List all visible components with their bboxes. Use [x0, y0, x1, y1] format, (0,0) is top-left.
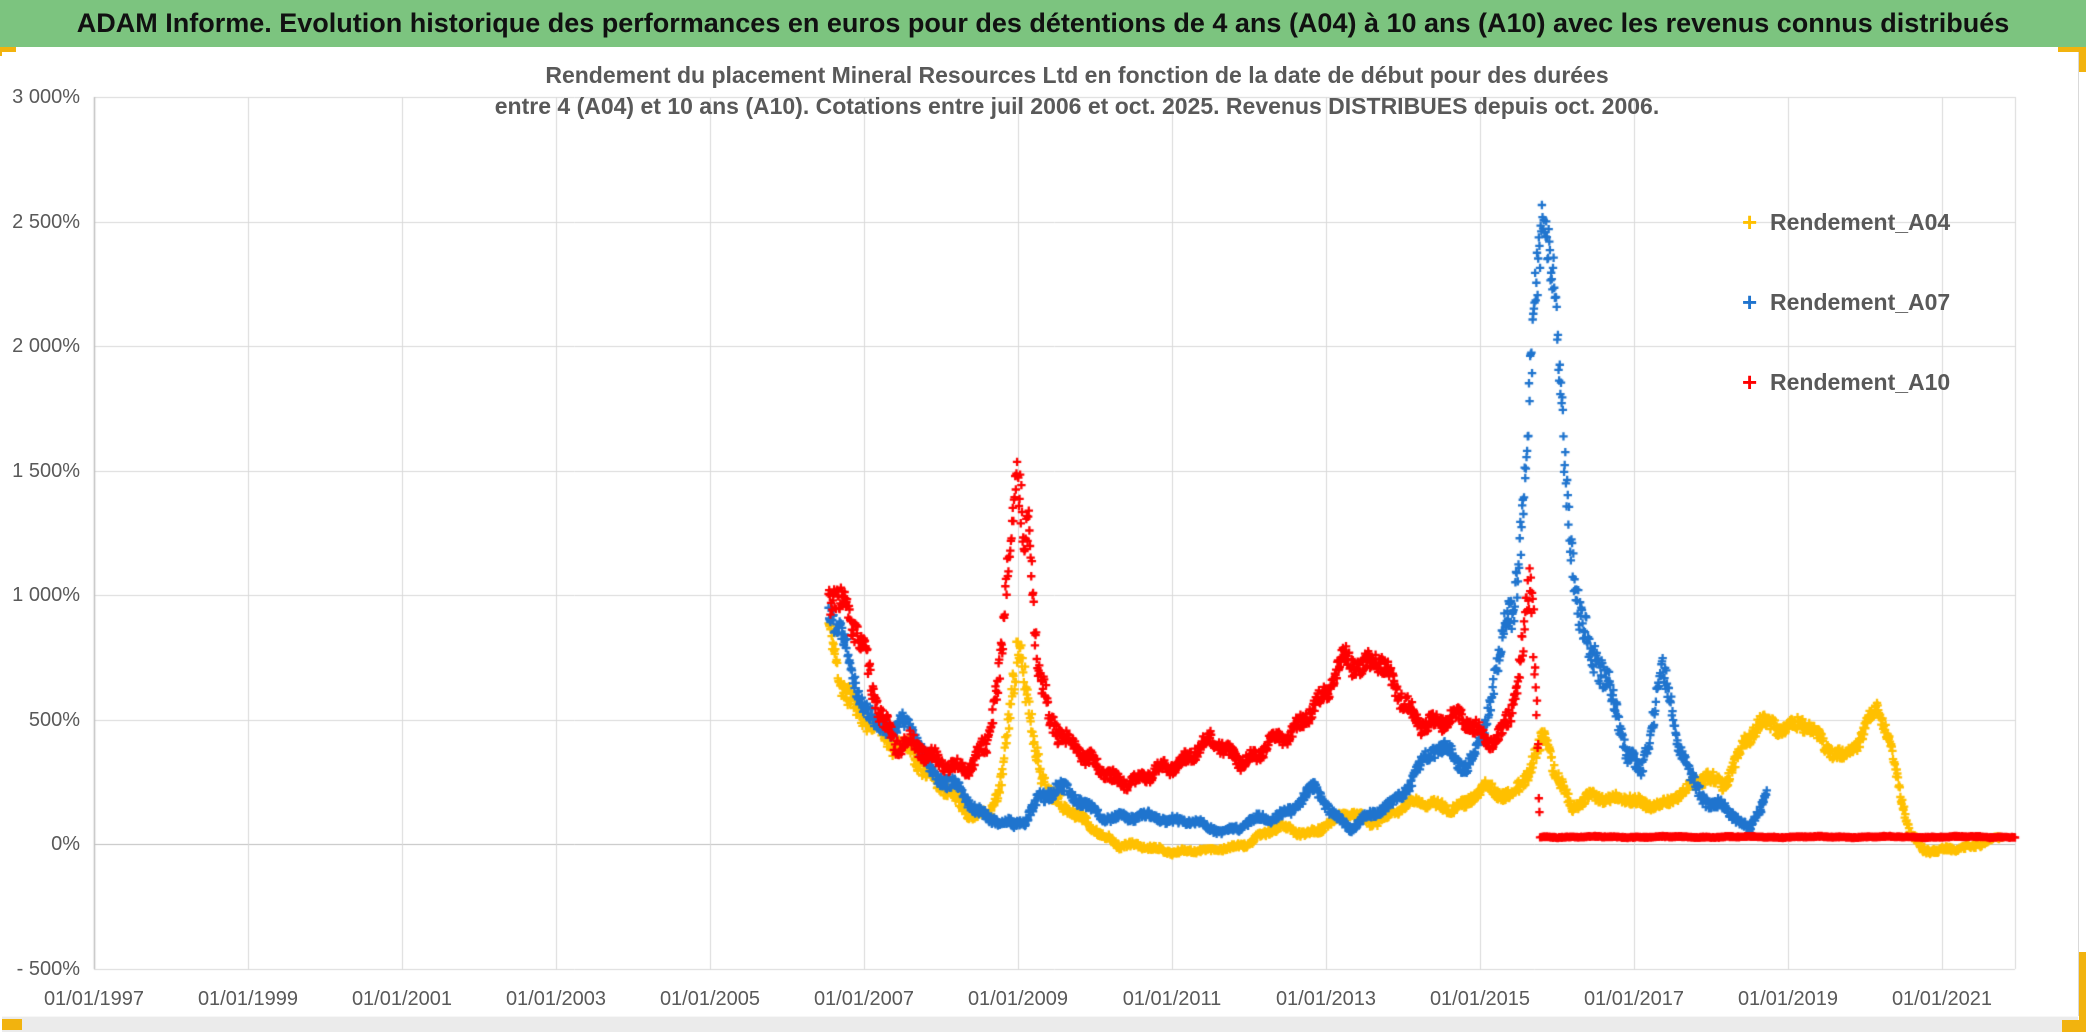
legend-label: Rendement_A10	[1770, 368, 1951, 395]
x-axis-tick-label: 01/01/2013	[1275, 988, 1377, 1010]
legend-label: Rendement_A04	[1770, 208, 1951, 235]
x-axis-tick-label: 01/01/2003	[505, 988, 607, 1010]
plus-marker-icon: +	[1742, 207, 1758, 237]
y-axis-tick-label: 1 000%	[12, 584, 80, 607]
x-axis-tick-label: 01/01/2007	[813, 988, 915, 1010]
legend-item-rendement-a04[interactable]: + Rendement_A04	[1742, 203, 2002, 241]
plus-marker-icon: +	[1742, 367, 1758, 397]
x-axis-tick-label: 01/01/2021	[1891, 988, 1993, 1010]
x-axis-tick-label: 01/01/1997	[43, 988, 145, 1010]
chart-title: Rendement du placement Mineral Resources…	[94, 60, 2060, 122]
legend-item-rendement-a10[interactable]: + Rendement_A10	[1742, 363, 2002, 401]
x-axis-tick-label: 01/01/2011	[1122, 988, 1222, 1010]
x-axis-tick-label: 01/01/2015	[1429, 988, 1531, 1010]
chart-legend: + Rendement_A04 + Rendement_A07 + Rendem…	[1742, 203, 2002, 443]
x-axis-tick-label: 01/01/2017	[1583, 988, 1685, 1010]
gold-accent-right-edge	[2079, 952, 2086, 1032]
y-axis-tick-label: 1 500%	[12, 459, 80, 482]
y-axis-tick-label: - 500%	[16, 958, 80, 980]
legend-label: Rendement_A07	[1770, 288, 1951, 315]
gold-accent-bottom-left	[2, 1019, 22, 1030]
x-axis-tick-label: 01/01/1999	[197, 988, 299, 1010]
chart-title-line2: entre 4 (A04) et 10 ans (A10). Cotations…	[494, 93, 1660, 119]
y-axis-tick-label: 3 000%	[12, 86, 80, 108]
chart-title-line1: Rendement du placement Mineral Resources…	[545, 62, 1609, 88]
y-axis-tick-label: 0%	[51, 833, 80, 856]
y-axis-tick-label: 500%	[28, 708, 80, 731]
plus-marker-icon: +	[1742, 287, 1758, 317]
legend-item-rendement-a07[interactable]: + Rendement_A07	[1742, 283, 2002, 321]
x-axis-tick-label: 01/01/2001	[351, 988, 453, 1010]
bottom-strip	[2, 1016, 2078, 1032]
y-axis-tick-label: 2 500%	[12, 210, 80, 233]
x-axis-tick-label: 01/01/2009	[967, 988, 1069, 1010]
y-axis-tick-label: 2 000%	[12, 335, 80, 358]
x-axis-tick-label: 01/01/2005	[659, 988, 761, 1010]
x-axis-tick-label: 01/01/2019	[1737, 988, 1839, 1010]
